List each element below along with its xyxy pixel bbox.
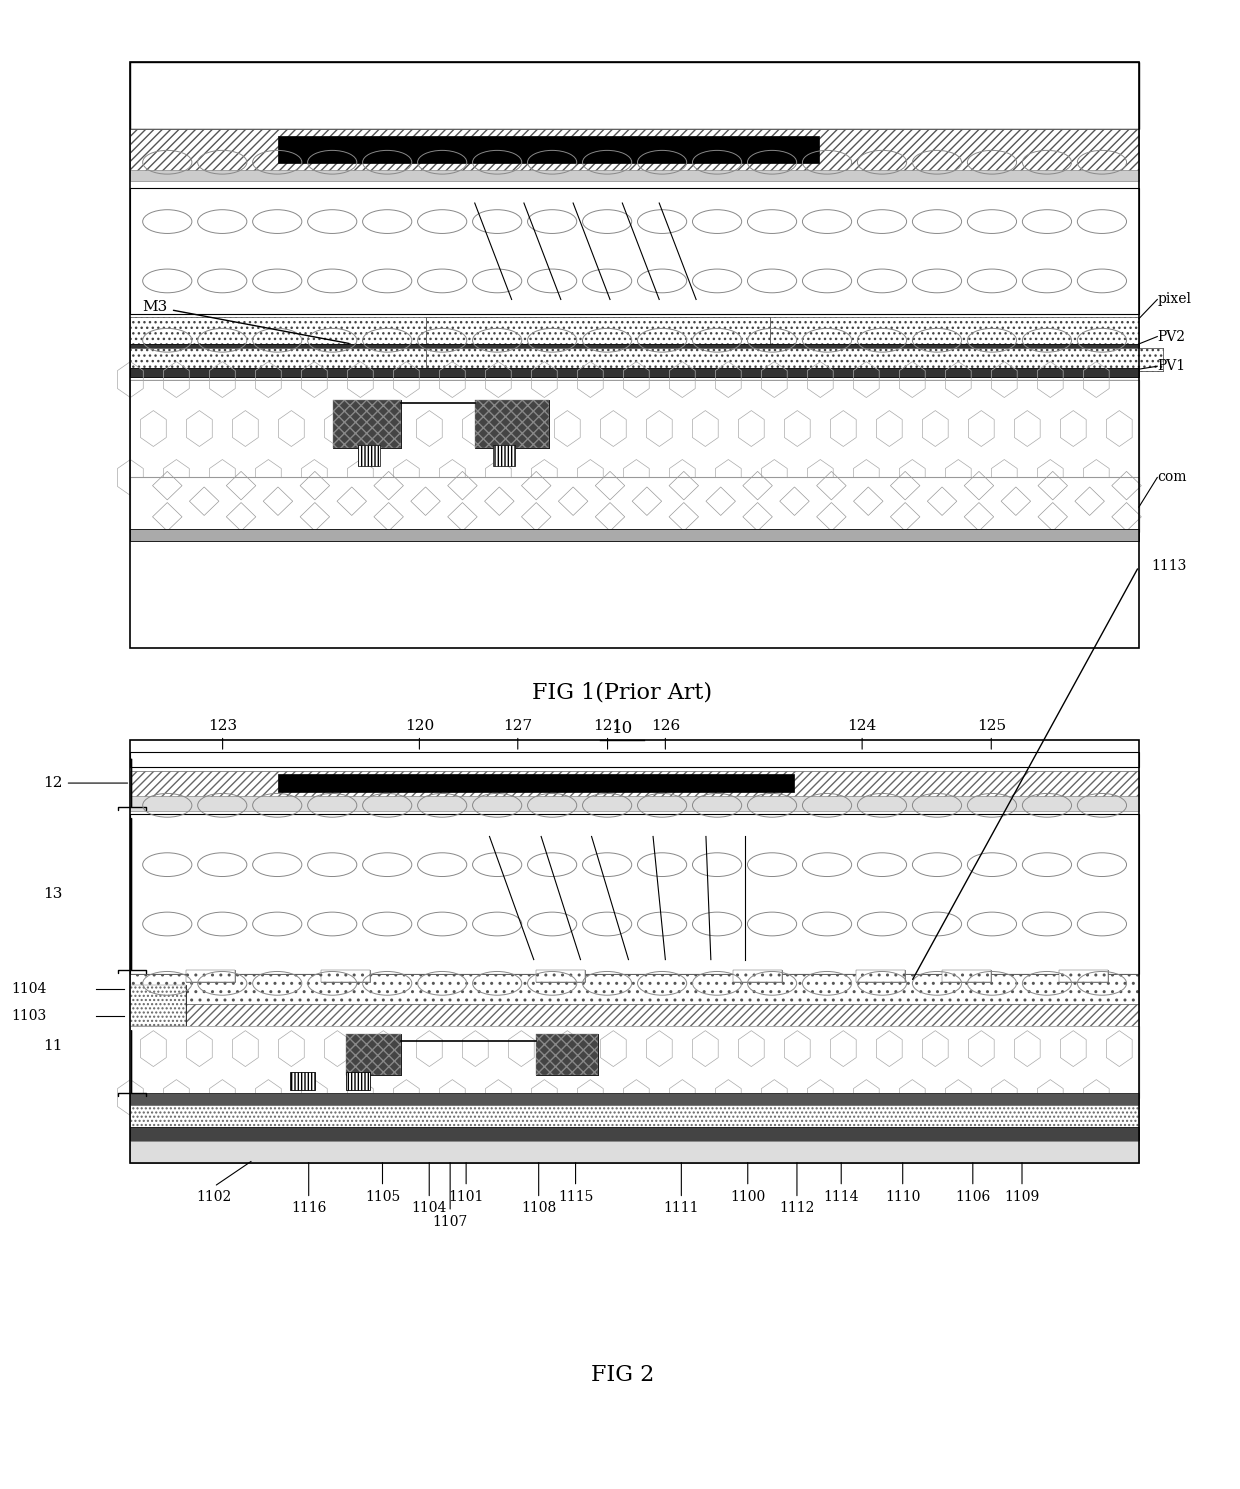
Text: 126: 126 bbox=[651, 719, 680, 733]
Bar bbox=[130, 1141, 1138, 1163]
Text: 121: 121 bbox=[593, 719, 622, 733]
Text: 1114: 1114 bbox=[823, 1190, 859, 1203]
Bar bbox=[856, 969, 905, 981]
Bar bbox=[290, 1072, 315, 1090]
Bar bbox=[856, 969, 905, 981]
Text: 1109: 1109 bbox=[1004, 1190, 1039, 1203]
Bar bbox=[321, 969, 371, 981]
Bar bbox=[334, 401, 401, 448]
Bar bbox=[425, 317, 770, 347]
Bar bbox=[130, 984, 186, 1026]
Text: 124: 124 bbox=[847, 719, 877, 733]
Bar bbox=[130, 130, 1138, 173]
Text: 1104: 1104 bbox=[11, 983, 47, 996]
Text: 1110: 1110 bbox=[885, 1190, 920, 1203]
Text: PV1: PV1 bbox=[1157, 359, 1185, 374]
Bar bbox=[733, 969, 782, 981]
Bar bbox=[425, 317, 770, 347]
Text: 1102: 1102 bbox=[196, 1190, 232, 1203]
Bar bbox=[130, 188, 1138, 314]
Bar bbox=[536, 969, 585, 981]
Text: 1104: 1104 bbox=[412, 1202, 446, 1215]
Text: 1116: 1116 bbox=[291, 1202, 326, 1215]
Bar bbox=[475, 401, 548, 448]
Bar bbox=[321, 969, 371, 981]
Bar bbox=[346, 1072, 371, 1090]
Bar bbox=[278, 774, 795, 792]
Text: 1111: 1111 bbox=[663, 1202, 699, 1215]
Bar bbox=[186, 969, 234, 981]
Bar bbox=[130, 1026, 1138, 1097]
Bar bbox=[1059, 969, 1109, 981]
Bar bbox=[130, 530, 1138, 542]
Bar bbox=[346, 1033, 401, 1075]
Bar bbox=[130, 348, 475, 371]
Bar bbox=[942, 969, 991, 981]
Text: 10: 10 bbox=[611, 721, 632, 737]
Bar bbox=[130, 380, 1138, 478]
Bar bbox=[186, 969, 234, 981]
Bar bbox=[358, 445, 379, 466]
Text: 1113: 1113 bbox=[1151, 560, 1187, 573]
Text: 127: 127 bbox=[503, 719, 532, 733]
Bar bbox=[130, 317, 1138, 347]
Text: 123: 123 bbox=[208, 719, 237, 733]
Bar bbox=[536, 969, 585, 981]
Text: FIG 1(Prior Art): FIG 1(Prior Art) bbox=[532, 682, 712, 704]
Bar bbox=[130, 1093, 1138, 1108]
Bar bbox=[130, 348, 475, 371]
Bar bbox=[130, 1127, 1138, 1145]
Bar bbox=[1059, 969, 1109, 981]
Bar bbox=[334, 401, 401, 448]
Bar bbox=[130, 170, 1138, 180]
Bar bbox=[494, 445, 516, 466]
Bar bbox=[130, 797, 1138, 812]
Bar bbox=[130, 1105, 1138, 1127]
Bar bbox=[346, 1033, 401, 1075]
Text: 13: 13 bbox=[43, 887, 63, 901]
Bar bbox=[130, 1026, 1138, 1097]
Text: M3: M3 bbox=[143, 299, 348, 344]
Text: PV2: PV2 bbox=[1157, 329, 1185, 344]
Text: 120: 120 bbox=[404, 719, 434, 733]
Bar bbox=[278, 137, 820, 162]
Bar bbox=[130, 380, 1138, 478]
Text: FIG 2: FIG 2 bbox=[590, 1364, 653, 1386]
Bar bbox=[425, 348, 1163, 371]
Bar bbox=[130, 1004, 1138, 1026]
Text: 125: 125 bbox=[977, 719, 1006, 733]
Bar bbox=[130, 740, 1138, 1163]
Text: 1103: 1103 bbox=[11, 1010, 47, 1023]
Bar bbox=[130, 63, 1138, 130]
Bar bbox=[130, 752, 1138, 767]
Text: 1112: 1112 bbox=[779, 1202, 815, 1215]
Text: 1100: 1100 bbox=[730, 1190, 765, 1203]
Bar bbox=[733, 969, 782, 981]
Text: 1106: 1106 bbox=[955, 1190, 991, 1203]
Bar bbox=[130, 974, 1138, 1004]
Text: 1105: 1105 bbox=[365, 1190, 401, 1203]
Bar bbox=[130, 368, 1138, 377]
Bar bbox=[942, 969, 991, 981]
Bar bbox=[130, 344, 1138, 359]
Text: 11: 11 bbox=[43, 1039, 63, 1053]
Text: 1107: 1107 bbox=[433, 1215, 467, 1228]
Text: 12: 12 bbox=[43, 776, 128, 791]
Bar bbox=[130, 63, 1138, 648]
Bar bbox=[130, 814, 1138, 974]
Bar bbox=[536, 1033, 598, 1075]
Bar bbox=[130, 771, 1138, 798]
Text: 1101: 1101 bbox=[449, 1190, 484, 1203]
Bar bbox=[475, 401, 548, 448]
Text: pixel: pixel bbox=[1157, 292, 1192, 307]
Text: 1108: 1108 bbox=[521, 1202, 557, 1215]
Bar bbox=[130, 984, 186, 1026]
Text: com: com bbox=[1157, 471, 1187, 484]
Bar bbox=[425, 348, 1163, 371]
Bar bbox=[130, 478, 1138, 533]
Bar bbox=[130, 478, 1138, 533]
Text: 1115: 1115 bbox=[558, 1190, 593, 1203]
Bar bbox=[536, 1033, 598, 1075]
